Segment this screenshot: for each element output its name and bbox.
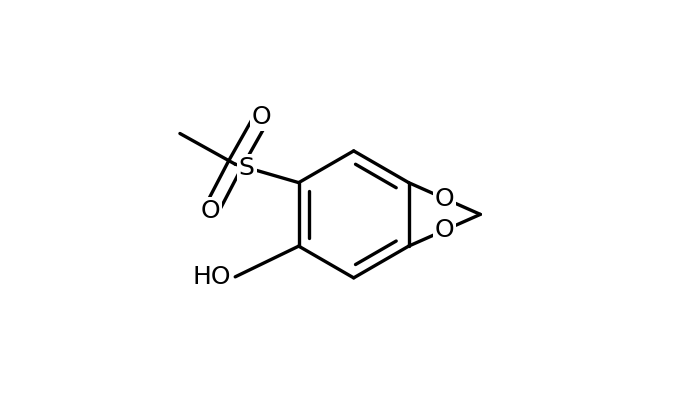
Text: O: O [435,187,454,211]
Text: O: O [435,218,454,242]
Text: S: S [238,156,254,179]
Text: HO: HO [193,265,231,289]
Text: O: O [201,199,220,223]
Text: O: O [252,105,272,129]
